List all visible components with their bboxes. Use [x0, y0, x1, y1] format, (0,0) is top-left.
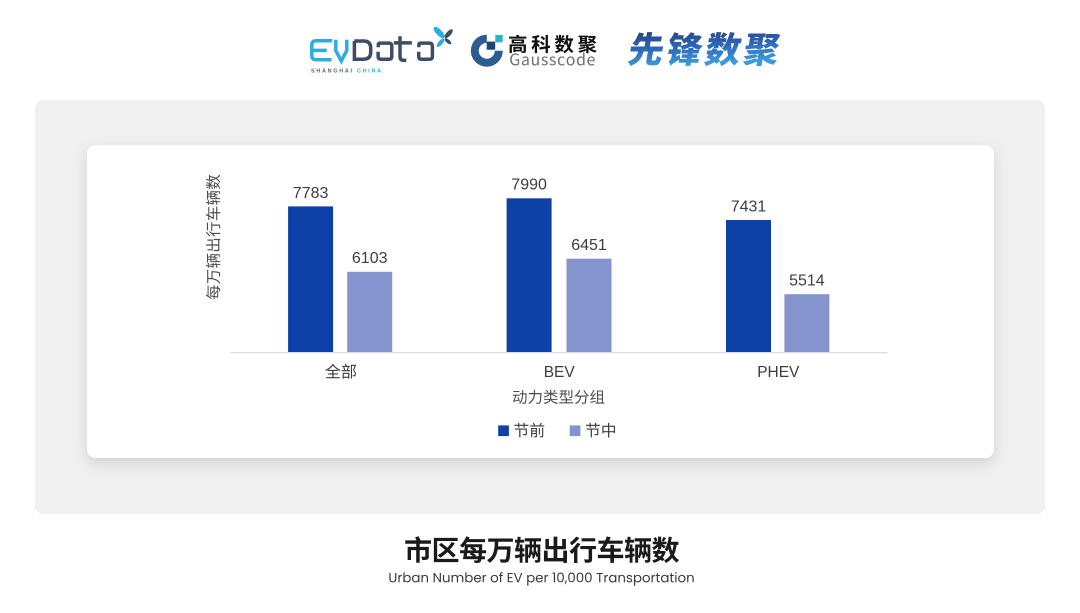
- svg-text:BEV: BEV: [544, 364, 576, 381]
- svg-text:6103: 6103: [352, 250, 388, 267]
- svg-text:6451: 6451: [571, 237, 607, 254]
- svg-text:PHEV: PHEV: [757, 364, 800, 381]
- svg-text:7783: 7783: [293, 185, 329, 202]
- svg-text:7990: 7990: [511, 177, 547, 194]
- svg-text:7431: 7431: [731, 198, 767, 215]
- svg-text:5514: 5514: [789, 273, 825, 290]
- svg-text:SHANGHAI CHINA: SHANGHAI CHINA: [311, 69, 383, 75]
